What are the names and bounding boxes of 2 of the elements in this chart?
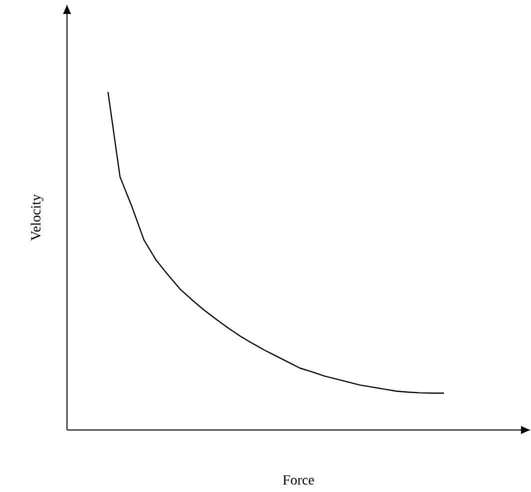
- y-axis-title: Velocity: [30, 194, 44, 241]
- x-axis-title: Force: [282, 475, 314, 485]
